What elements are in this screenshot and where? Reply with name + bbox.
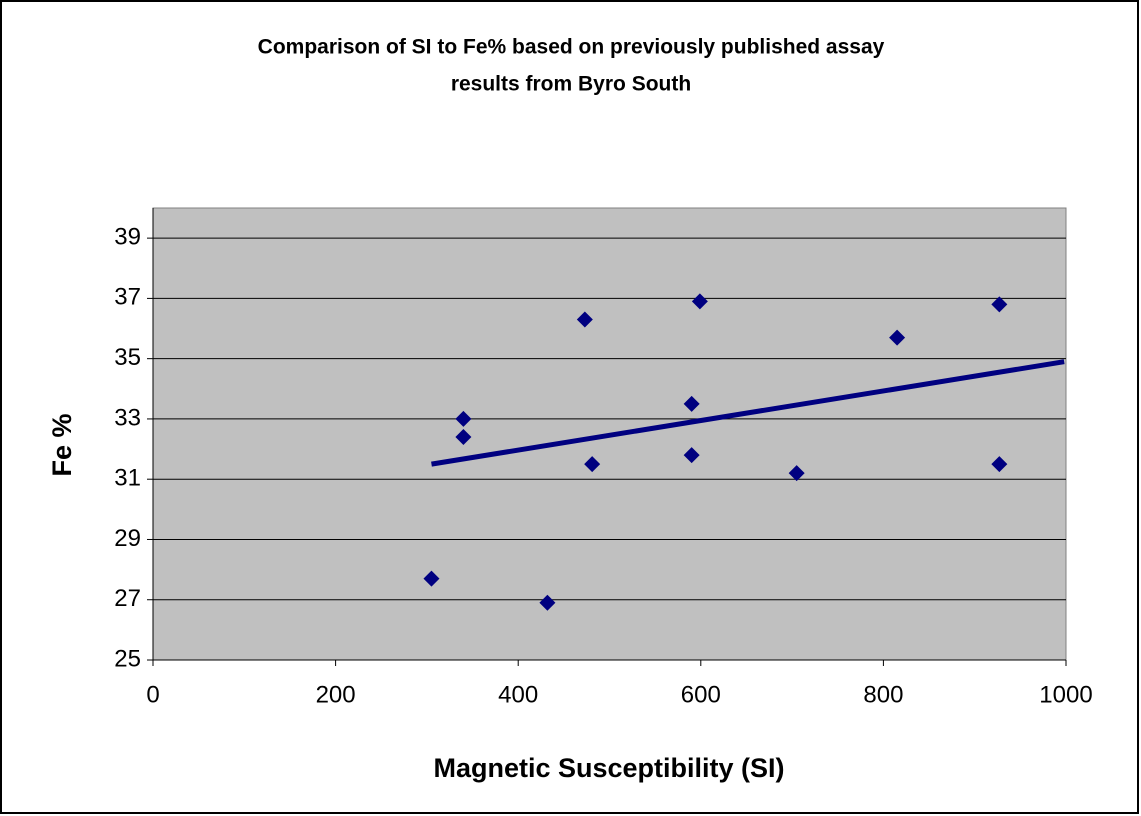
data-point [455, 429, 472, 446]
data-point [991, 456, 1008, 473]
data-point [423, 570, 440, 587]
y-tick-label: 29 [114, 525, 141, 552]
data-point [539, 594, 556, 611]
data-point [683, 395, 700, 412]
data-point [576, 311, 593, 328]
trendline [431, 359, 1065, 467]
data-point [683, 447, 700, 464]
y-tick-label: 39 [114, 223, 141, 250]
x-tick-label: 600 [681, 681, 721, 708]
data-point [889, 329, 906, 346]
data-point [584, 456, 601, 473]
y-tick-label: 31 [114, 465, 141, 492]
y-tick-label: 25 [114, 645, 141, 672]
data-point [991, 296, 1008, 313]
y-tick-label: 33 [114, 404, 141, 431]
x-tick-label: 400 [498, 681, 538, 708]
y-tick-label: 37 [114, 284, 141, 311]
x-tick-label: 200 [316, 681, 356, 708]
x-tick-label: 0 [146, 681, 159, 708]
chart-title: Comparison of SI to Fe% based on previou… [258, 36, 885, 59]
y-tick-label: 27 [114, 585, 141, 612]
x-tick-label: 1000 [1039, 681, 1092, 708]
y-tick-label: 35 [114, 344, 141, 371]
chart-title: results from Byro South [451, 73, 691, 96]
data-point [691, 293, 708, 310]
y-axis-label: Fe % [47, 413, 77, 476]
x-axis-label: Magnetic Susceptibility (SI) [433, 753, 784, 783]
data-point [455, 410, 472, 427]
data-point [788, 465, 805, 482]
x-tick-label: 800 [863, 681, 903, 708]
